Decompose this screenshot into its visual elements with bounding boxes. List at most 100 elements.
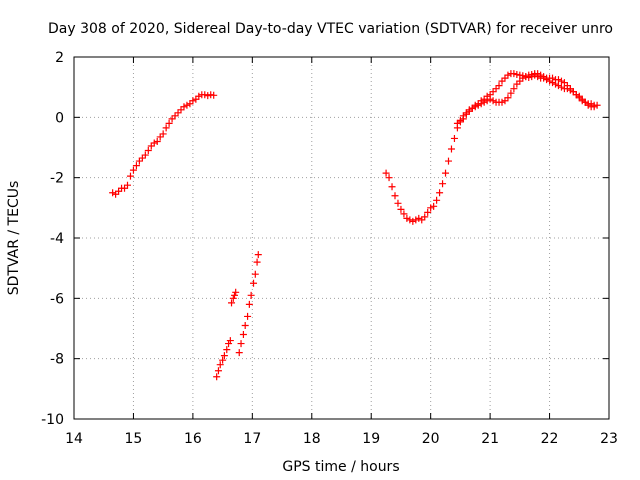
data-point (450, 134, 458, 142)
data-point (549, 74, 557, 82)
data-point (121, 184, 129, 192)
data-point (219, 356, 227, 364)
data-point (195, 92, 203, 100)
data-point (385, 174, 393, 182)
x-tick-label: 20 (422, 431, 440, 447)
data-point (397, 205, 405, 213)
data-point (241, 321, 249, 329)
data-point (433, 196, 441, 204)
data-point (135, 157, 143, 165)
data-point (456, 118, 464, 126)
data-point (171, 112, 179, 120)
data-point (254, 251, 262, 259)
data-point (162, 124, 170, 132)
data-point (495, 82, 503, 90)
data-point (489, 88, 497, 96)
data-point (519, 74, 527, 82)
data-point (436, 189, 444, 197)
data-point (223, 346, 231, 354)
data-point (513, 70, 521, 78)
data-point (216, 361, 224, 369)
data-point (534, 70, 542, 78)
data-point (483, 97, 491, 105)
data-point (462, 110, 470, 118)
data-point (528, 70, 536, 78)
data-point (421, 213, 429, 221)
data-point (439, 180, 447, 188)
data-point (132, 162, 140, 170)
series-segment-1 (109, 91, 218, 198)
data-point (144, 147, 152, 155)
y-tick-label: 2 (55, 50, 64, 66)
data-point (447, 145, 455, 153)
data-point (572, 91, 580, 99)
data-point (189, 97, 197, 105)
data-point (516, 77, 524, 85)
x-tick-label: 14 (65, 431, 83, 447)
data-point (159, 130, 167, 138)
data-point (153, 137, 161, 145)
data-point (560, 79, 568, 87)
data-point (471, 103, 479, 111)
data-point (228, 299, 236, 307)
data-point (214, 367, 222, 375)
data-point (409, 217, 417, 225)
data-point (501, 97, 509, 105)
y-tick-label: -8 (50, 352, 64, 368)
data-point (394, 199, 402, 207)
data-point (504, 71, 512, 79)
data-point (244, 312, 252, 320)
data-point (235, 349, 243, 357)
series-segment-6 (453, 70, 601, 127)
data-point (510, 85, 518, 93)
data-point (430, 202, 438, 210)
data-point (418, 216, 426, 224)
data-point (453, 119, 461, 127)
data-point (201, 91, 209, 99)
x-axis-label: GPS time / hours (282, 459, 399, 475)
data-point (510, 70, 518, 78)
data-point (220, 352, 228, 360)
data-point (522, 73, 530, 81)
data-point (192, 95, 200, 103)
data-point (231, 291, 238, 299)
data-point (477, 100, 485, 108)
x-tick-label: 22 (541, 431, 559, 447)
data-point (569, 88, 577, 96)
data-point (554, 76, 562, 84)
data-point (578, 95, 586, 103)
data-point (575, 92, 583, 100)
data-point (563, 82, 571, 90)
data-point (186, 100, 194, 108)
data-point (427, 204, 435, 212)
data-point (525, 71, 533, 79)
data-point (124, 181, 131, 189)
data-point (581, 98, 589, 106)
data-point (459, 115, 467, 123)
data-point (412, 216, 420, 224)
data-point (557, 77, 565, 85)
data-point (442, 169, 450, 177)
data-point (232, 288, 240, 296)
x-tick-label: 15 (125, 431, 143, 447)
data-point (489, 97, 497, 105)
data-point (168, 115, 176, 123)
data-point (501, 74, 509, 82)
y-tick-labels: -10 -8 -6 -4 -2 0 2 (41, 50, 64, 428)
data-point (424, 208, 432, 216)
data-point (584, 101, 592, 109)
y-axis-label: SDTVAR / TECUs (6, 181, 22, 296)
x-tick-label: 19 (362, 431, 380, 447)
data-point (141, 151, 149, 159)
x-tick-label: 17 (243, 431, 261, 447)
chart-title: Day 308 of 2020, Sidereal Day-to-day VTE… (48, 21, 613, 37)
data-point (507, 89, 515, 97)
data-point (226, 337, 234, 345)
data-point (468, 104, 476, 112)
data-point (465, 106, 473, 114)
data-point (237, 340, 245, 348)
data-point (486, 95, 494, 103)
data-point (210, 91, 218, 99)
data-point (415, 214, 423, 222)
data-point (474, 101, 482, 109)
